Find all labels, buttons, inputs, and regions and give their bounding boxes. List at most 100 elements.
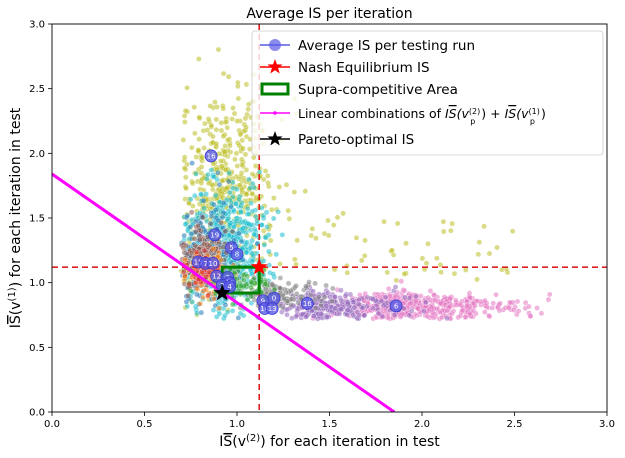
scatter-point xyxy=(188,231,194,237)
scatter-point xyxy=(191,104,198,110)
scatter-point xyxy=(311,313,317,319)
scatter-point xyxy=(226,221,233,228)
scatter-point xyxy=(464,303,470,310)
scatter-point xyxy=(220,133,227,139)
scatter-point xyxy=(325,217,331,224)
scatter-point xyxy=(200,197,207,204)
scatter-point xyxy=(226,170,232,176)
scatter-point xyxy=(195,222,201,229)
scatter-point xyxy=(196,56,202,62)
scatter-point xyxy=(527,313,534,319)
scatter-point xyxy=(538,310,545,317)
scatter-point xyxy=(325,232,332,239)
scatter-point xyxy=(425,241,431,247)
scatter-point xyxy=(220,70,227,77)
scatter-point xyxy=(189,144,195,151)
scatter-point xyxy=(382,294,389,300)
scatter-point xyxy=(222,228,229,234)
scatter-point xyxy=(226,178,232,185)
scatter-point xyxy=(292,256,298,263)
scatter-point xyxy=(249,258,256,265)
x-tick-label: 2.0 xyxy=(414,419,430,430)
legend-item-line: Linear combinations of IS(v(2) p) + IS(v(… xyxy=(260,106,546,126)
scatter-point xyxy=(198,164,205,170)
scatter-point xyxy=(206,242,213,249)
scatter-point xyxy=(200,214,206,221)
scatter-point xyxy=(252,163,259,169)
scatter-point xyxy=(236,182,243,188)
scatter-point xyxy=(265,180,271,186)
scatter-point xyxy=(392,292,399,299)
scatter-point xyxy=(505,305,512,311)
scatter-point xyxy=(440,218,447,225)
scatter-point xyxy=(431,292,437,298)
scatter-point xyxy=(336,311,343,317)
average-run-point xyxy=(206,256,220,270)
scatter-point xyxy=(211,201,217,208)
scatter-point xyxy=(196,136,202,142)
scatter-point xyxy=(423,260,430,266)
scatter-points xyxy=(178,46,553,322)
legend-line-dot xyxy=(273,111,277,115)
scatter-point xyxy=(210,245,217,252)
legend-label: Average IS per testing run xyxy=(298,38,475,54)
scatter-point xyxy=(269,206,275,213)
legend-area-swatch xyxy=(260,82,290,96)
scatter-point xyxy=(381,218,387,225)
scatter-point xyxy=(198,170,205,176)
scatter-point xyxy=(230,105,236,111)
scatter-point xyxy=(189,180,196,187)
scatter-point xyxy=(248,284,254,291)
scatter-point xyxy=(216,305,222,312)
scatter-point xyxy=(344,269,351,276)
scatter-point xyxy=(467,294,473,301)
scatter-point xyxy=(243,81,250,88)
scatter-point xyxy=(202,120,208,127)
scatter-point xyxy=(260,176,267,183)
scatter-point xyxy=(263,209,270,216)
scatter-point xyxy=(240,145,246,152)
scatter-point xyxy=(182,221,189,228)
scatter-point xyxy=(421,308,427,314)
scatter-point xyxy=(242,115,249,122)
scatter-point xyxy=(232,156,238,163)
pareto-optimal-star xyxy=(213,284,231,301)
scatter-point xyxy=(210,133,216,140)
average-run-point xyxy=(223,280,237,293)
scatter-point xyxy=(347,291,354,298)
scatter-point xyxy=(330,285,336,292)
scatter-point xyxy=(309,308,315,314)
scatter-point xyxy=(250,154,257,161)
chart-title: Average IS per iteration xyxy=(246,6,412,22)
scatter-point xyxy=(315,294,322,301)
scatter-point xyxy=(489,305,496,311)
scatter-point xyxy=(236,142,243,149)
scatter-point xyxy=(353,235,360,241)
scatter-point xyxy=(261,242,268,248)
scatter-point xyxy=(494,244,500,251)
scatter-point xyxy=(392,284,399,290)
average-run-label: 7 xyxy=(203,260,207,268)
scatter-point xyxy=(499,267,505,273)
scatter-point xyxy=(361,312,368,319)
scatter-point xyxy=(193,249,200,255)
scatter-point xyxy=(428,304,435,310)
scatter-point xyxy=(318,298,325,304)
scatter-point xyxy=(407,300,413,307)
scatter-point xyxy=(277,275,284,281)
average-run-label: 14 xyxy=(260,305,269,313)
scatter-point xyxy=(451,270,458,277)
scatter-point xyxy=(212,192,219,199)
scatter-point xyxy=(309,226,316,232)
scatter-point xyxy=(208,213,215,220)
scatter-point xyxy=(239,161,245,168)
legend: Average IS per testing run Nash Equilibri… xyxy=(251,30,604,156)
scatter-point xyxy=(244,239,250,246)
scatter-point xyxy=(213,140,220,147)
scatter-point xyxy=(307,292,314,298)
x-tick-label: 1.5 xyxy=(322,419,338,430)
scatter-point xyxy=(229,228,236,235)
scatter-point xyxy=(350,299,357,305)
scatter-point xyxy=(213,116,220,123)
scatter-point xyxy=(236,196,242,203)
